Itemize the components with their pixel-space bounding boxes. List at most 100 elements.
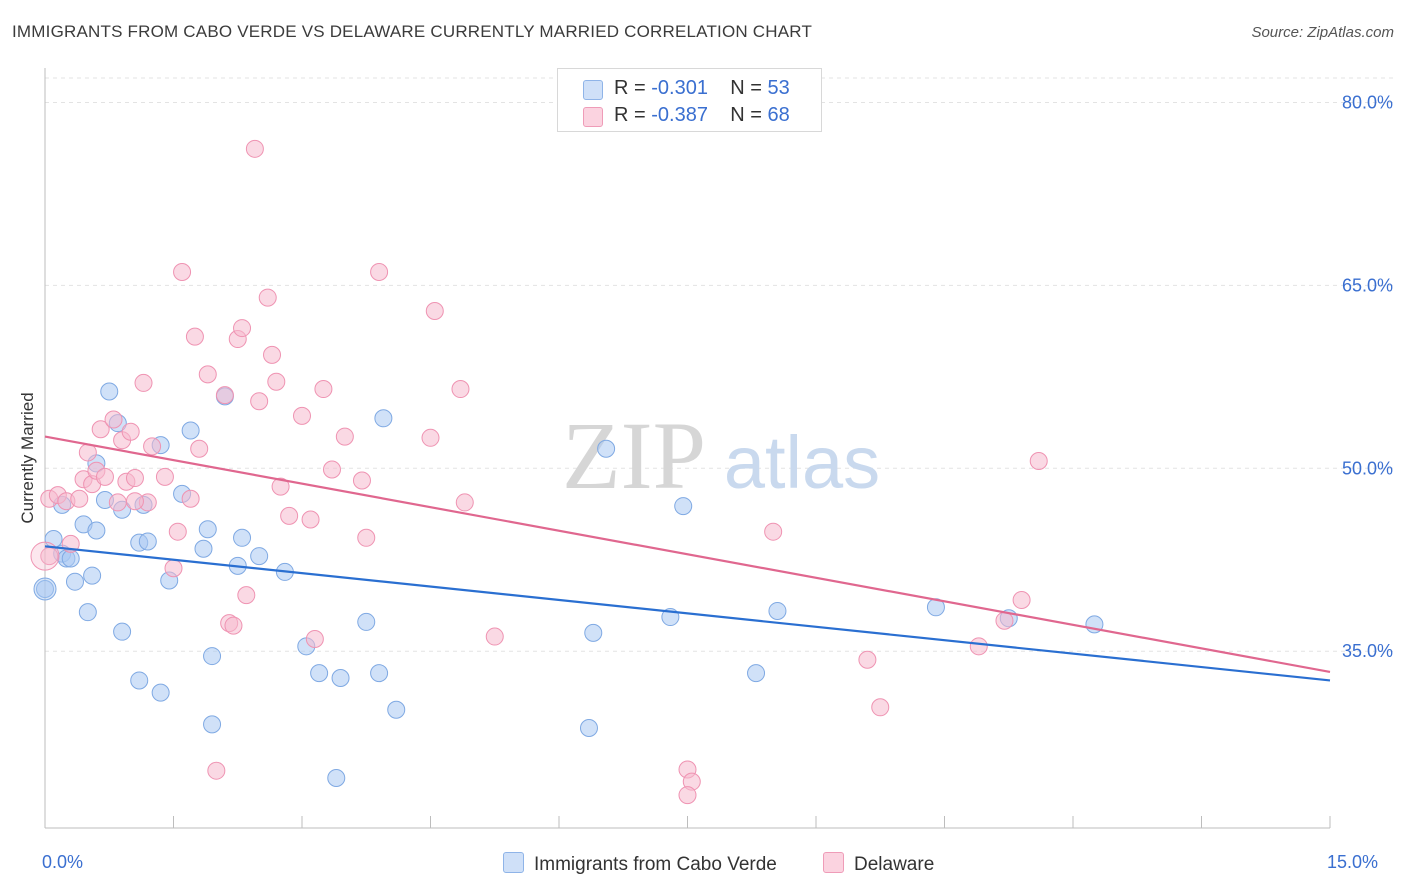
point-cabo-verde (597, 439, 616, 458)
point-cabo-verde (584, 623, 603, 642)
point-delaware (871, 698, 890, 717)
point-cabo-verde (374, 409, 393, 428)
y-tick-label: 65.0% (1342, 275, 1393, 295)
legend-swatch-blue (583, 80, 603, 100)
point-delaware (280, 506, 299, 525)
point-delaware (143, 437, 162, 456)
point-cabo-verde (357, 612, 376, 631)
point-delaware (352, 471, 371, 490)
n-label: N = (730, 104, 762, 126)
point-delaware (301, 510, 320, 529)
point-delaware (263, 345, 282, 364)
point-cabo-verde (83, 566, 102, 585)
r-label: R = (614, 77, 646, 99)
y-tick-label: 35.0% (1342, 641, 1393, 661)
point-delaware (237, 586, 256, 605)
watermark-zip: ZIP (562, 402, 706, 509)
point-cabo-verde (130, 671, 149, 690)
point-delaware (455, 493, 474, 512)
correlation-legend: R = -0.301 N = 53 R = -0.387 N = 68 (557, 68, 822, 132)
point-delaware (125, 492, 144, 511)
point-cabo-verde (768, 601, 787, 620)
r-value: -0.387 (651, 104, 708, 126)
point-cabo-verde (181, 421, 200, 440)
point-cabo-verde (138, 532, 157, 551)
y-tick-label: 80.0% (1342, 92, 1393, 112)
point-delaware (224, 616, 243, 635)
point-delaware (198, 365, 217, 384)
point-delaware (1029, 451, 1048, 470)
point-delaware (245, 139, 264, 158)
point-delaware (305, 630, 324, 648)
point-delaware (125, 469, 144, 488)
point-cabo-verde-large (33, 577, 57, 601)
point-delaware (134, 373, 153, 392)
point-delaware (70, 489, 89, 508)
point-delaware (314, 380, 333, 399)
legend-label: Delaware (854, 854, 935, 875)
point-delaware (215, 386, 234, 405)
point-cabo-verde (327, 769, 346, 788)
point-cabo-verde (100, 382, 119, 401)
point-delaware (357, 528, 376, 547)
point-delaware (764, 522, 783, 541)
point-delaware (995, 611, 1014, 630)
point-delaware (185, 327, 204, 346)
gridlines (45, 77, 1393, 652)
watermark-atlas: atlas (724, 421, 880, 504)
point-delaware (293, 406, 311, 425)
source-credit: Source: ZipAtlas.com (1251, 24, 1394, 41)
point-cabo-verde (78, 603, 97, 622)
point-delaware (121, 422, 140, 441)
legend-swatch-blue (503, 852, 524, 873)
x-tick-max: 15.0% (1327, 852, 1379, 872)
trend-line-delaware (44, 435, 1331, 674)
y-tick-labels: 35.0% 50.0% 65.0% 80.0% (1342, 92, 1393, 661)
point-delaware (421, 428, 440, 447)
point-delaware (95, 467, 114, 486)
legend-label: Immigrants from Cabo Verde (534, 854, 777, 875)
legend-swatch-pink (583, 107, 603, 127)
legend-item-cabo-verde: Immigrants from Cabo Verde (503, 852, 777, 876)
legend-item-delaware: Delaware (823, 852, 934, 876)
point-delaware (233, 319, 252, 338)
point-cabo-verde (65, 572, 84, 591)
watermark: ZIP atlas (562, 402, 880, 509)
point-delaware (858, 650, 877, 669)
point-delaware (451, 380, 470, 399)
y-axis-label: Currently Married (18, 392, 37, 524)
data-points (30, 139, 1104, 805)
point-delaware (1012, 590, 1031, 609)
point-delaware (267, 372, 286, 391)
point-delaware (425, 301, 444, 320)
x-tick-min: 0.0% (42, 852, 84, 872)
point-delaware (181, 489, 200, 508)
point-delaware (258, 288, 277, 307)
point-delaware (271, 477, 290, 496)
point-cabo-verde (579, 719, 598, 738)
point-delaware (108, 493, 127, 512)
trend-line-cabo-verde (44, 545, 1331, 682)
point-delaware (485, 627, 504, 646)
point-cabo-verde (387, 700, 406, 719)
point-delaware (190, 439, 209, 458)
r-value: -0.301 (651, 77, 708, 99)
point-cabo-verde (203, 647, 222, 666)
point-cabo-verde (194, 539, 213, 558)
legend-swatch-pink (823, 852, 844, 873)
point-cabo-verde (674, 497, 693, 516)
point-delaware (173, 262, 192, 281)
point-cabo-verde (87, 521, 106, 540)
axes (44, 68, 1331, 829)
point-delaware (370, 262, 389, 281)
point-delaware (104, 410, 123, 429)
point-cabo-verde (36, 580, 54, 599)
n-value: 53 (767, 77, 790, 99)
point-cabo-verde (370, 664, 389, 683)
point-delaware (155, 467, 174, 486)
point-delaware (322, 460, 341, 479)
trend-lines (44, 435, 1331, 682)
point-delaware (678, 786, 697, 805)
point-cabo-verde (198, 520, 217, 539)
point-cabo-verde (331, 669, 350, 688)
